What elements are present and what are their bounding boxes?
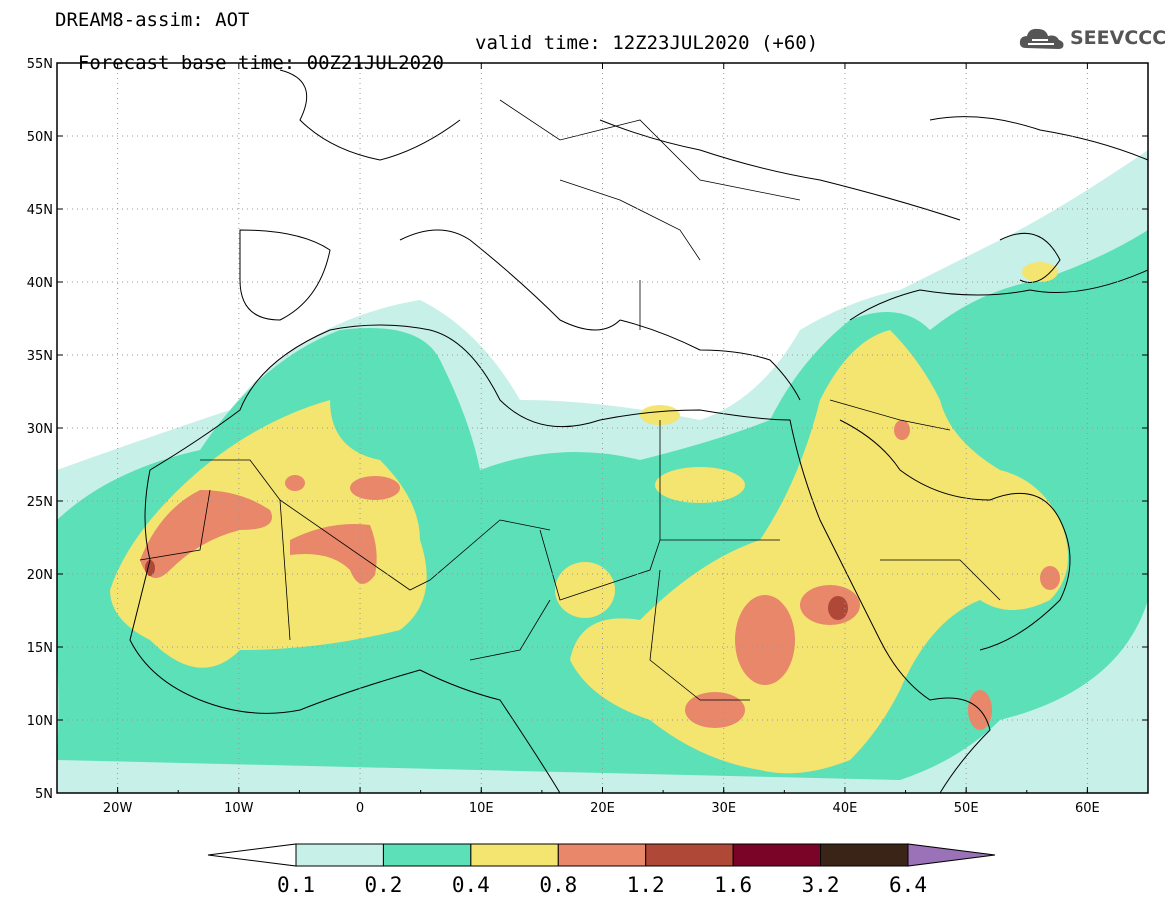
- cloud-icon: [1019, 28, 1064, 49]
- colorbar: 0.1 0.2 0.4 0.8 1.2 1.6 3.2 6.4: [207, 843, 996, 897]
- colorbar-segment-4: [645, 843, 734, 867]
- lat-label-20N: 20N: [27, 568, 53, 583]
- colorbar-under-arrow: [207, 843, 297, 867]
- aot-contour-0.4-west: [110, 400, 427, 668]
- colorbar-tick-0.2: 0.2: [364, 873, 402, 897]
- lat-label-15N: 15N: [27, 641, 53, 656]
- lon-label-0: 0: [356, 801, 364, 816]
- lat-label-10N: 10N: [27, 714, 53, 729]
- map-title: DREAM8-assim: AOT: [55, 9, 250, 31]
- axis-ticks: [56, 62, 1149, 794]
- lat-label-5N: 5N: [35, 787, 53, 802]
- lon-label-10W: 10W: [224, 801, 254, 816]
- colorbar-segment-5: [732, 843, 822, 867]
- lon-label-50E: 50E: [954, 801, 979, 816]
- colorbar-tick-1.2: 1.2: [627, 873, 665, 897]
- aot-patch-sudan: [735, 595, 795, 685]
- lon-label-20E: 20E: [590, 801, 615, 816]
- lon-label-60E: 60E: [1075, 801, 1100, 816]
- colorbar-tick-6.4: 6.4: [889, 873, 927, 897]
- lat-label-25N: 25N: [27, 495, 53, 510]
- colorbar-segment-6: [820, 843, 909, 867]
- seevccc-logo: SEEVCCC: [1018, 24, 1165, 54]
- lon-label-30E: 30E: [711, 801, 736, 816]
- aot-field: [57, 150, 1148, 793]
- lon-label-40E: 40E: [833, 801, 858, 816]
- aot-patch-caspian: [1022, 262, 1058, 282]
- colorbar-segment-2: [470, 843, 559, 867]
- lat-label-45N: 45N: [27, 203, 53, 218]
- colorbar-segment-0: [295, 843, 384, 867]
- latitude-labels: 55N 50N 45N 40N 35N 30N 25N 20N 15N 10N 5N: [27, 57, 53, 802]
- aot-patch-egypt: [655, 467, 745, 503]
- colorbar-segment-1: [382, 843, 472, 867]
- colorbar-tick-3.2: 3.2: [802, 873, 840, 897]
- aot-patch-ssudan: [685, 692, 745, 728]
- aot-patch-iraq: [894, 420, 910, 440]
- longitude-labels: 20W 10W 0 10E 20E 30E 40E 50E 60E: [103, 801, 1100, 816]
- lon-label-20W: 20W: [103, 801, 133, 816]
- lat-label-35N: 35N: [27, 349, 53, 364]
- aot-patch-max: [828, 596, 848, 620]
- colorbar-tick-0.1: 0.1: [277, 873, 315, 897]
- aot-patch-chad: [555, 562, 615, 618]
- lat-label-50N: 50N: [27, 130, 53, 145]
- colorbar-segment-3: [557, 843, 647, 867]
- colorbar-over-arrow: [907, 843, 996, 867]
- lat-label-55N: 55N: [27, 57, 53, 72]
- graticule: [57, 63, 1148, 793]
- colorbar-tick-0.8: 0.8: [539, 873, 577, 897]
- lon-label-10E: 10E: [469, 801, 494, 816]
- aot-contour-0.8-west: [140, 490, 272, 578]
- lat-label-40N: 40N: [27, 276, 53, 291]
- aot-patch-libya: [640, 405, 680, 425]
- colorbar-tick-0.4: 0.4: [452, 873, 490, 897]
- colorbar-tick-1.6: 1.6: [714, 873, 752, 897]
- valid-time: valid time: 12Z23JUL2020 (+60): [475, 32, 819, 54]
- aot-contour-0.8-mali: [290, 524, 377, 584]
- logo-text: SEEVCCC: [1070, 27, 1165, 49]
- aot-patch-oman: [1040, 566, 1060, 590]
- aot-patch-algeria: [350, 476, 400, 500]
- aot-contour-0.4-east: [570, 330, 1068, 774]
- lat-label-30N: 30N: [27, 422, 53, 437]
- borders: [139, 99, 1001, 701]
- aot-patch-algeria-w: [285, 475, 305, 491]
